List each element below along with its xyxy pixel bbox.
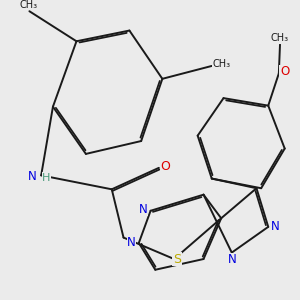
Text: S: S bbox=[173, 253, 181, 266]
Text: CH₃: CH₃ bbox=[271, 33, 289, 43]
Text: N: N bbox=[271, 220, 280, 233]
Text: CH₃: CH₃ bbox=[20, 0, 38, 10]
Text: N: N bbox=[27, 170, 36, 183]
Text: N: N bbox=[227, 254, 236, 266]
Text: N: N bbox=[127, 236, 136, 249]
Text: CH₃: CH₃ bbox=[212, 59, 230, 70]
Text: H: H bbox=[42, 173, 51, 183]
Text: O: O bbox=[280, 65, 289, 79]
Text: O: O bbox=[160, 160, 170, 173]
Text: N: N bbox=[139, 203, 148, 216]
